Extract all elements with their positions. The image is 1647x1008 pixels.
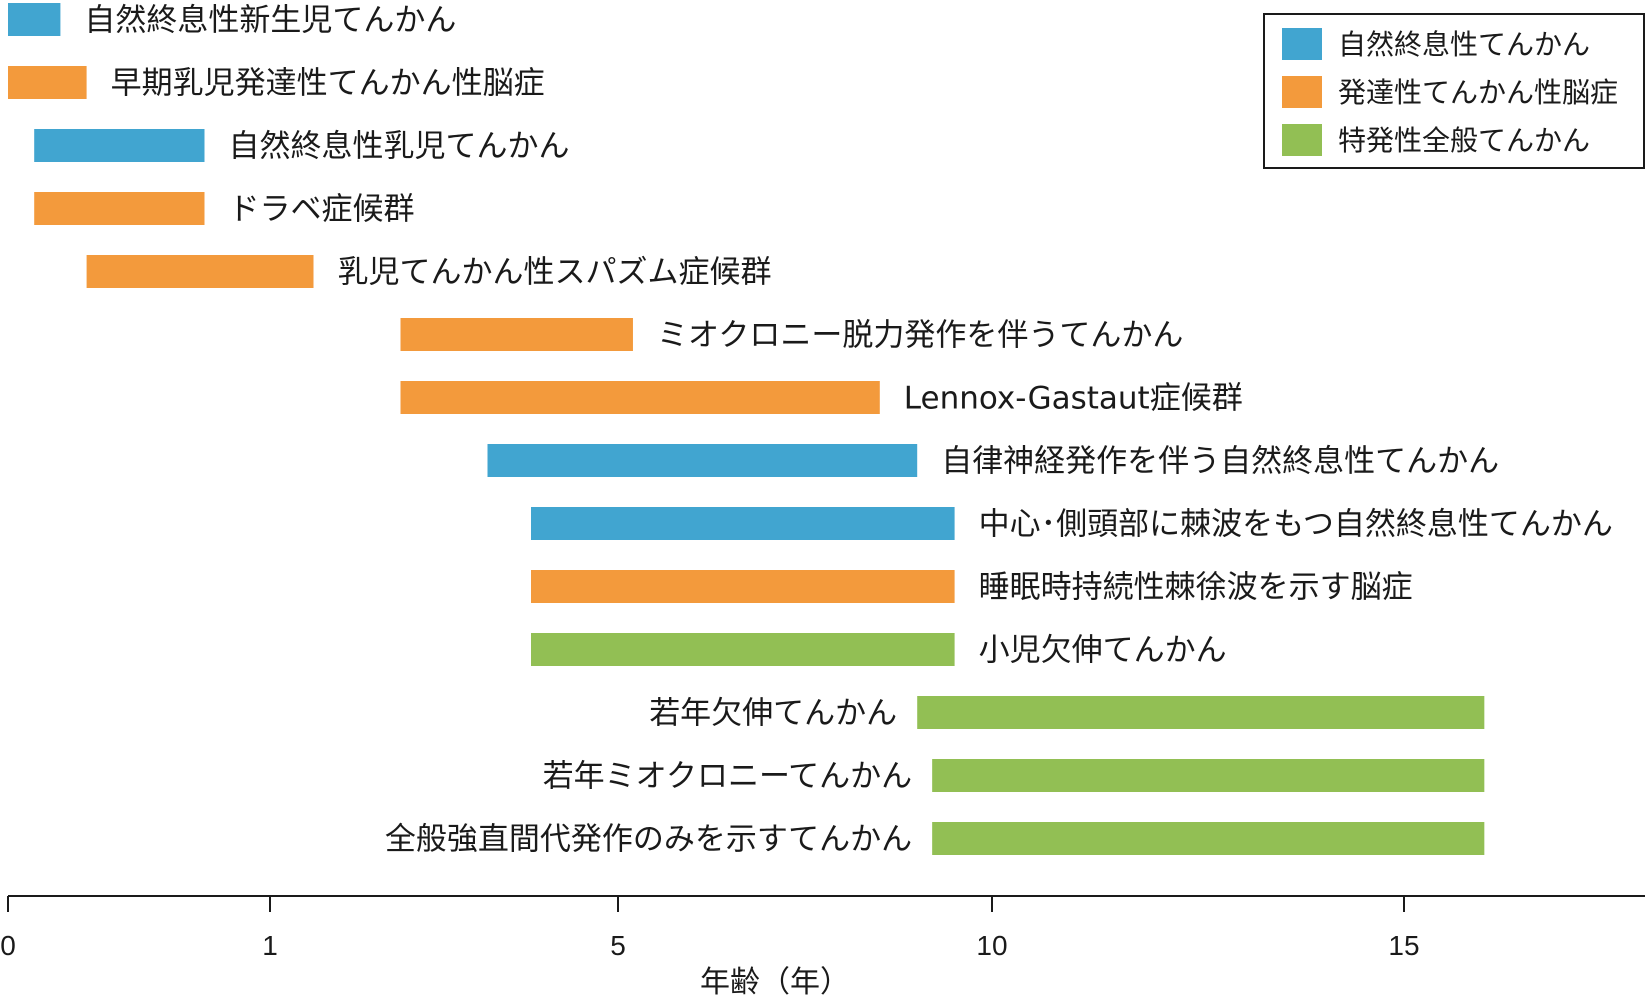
bar-label-5: ミオクロニー脱力発作を伴うてんかん [657, 318, 1183, 354]
bar-label-12: 若年ミオクロニーてんかん [543, 759, 913, 795]
legend-swatch-0 [1282, 28, 1322, 60]
bar-0 [8, 3, 61, 36]
bar-6 [400, 381, 880, 414]
bar-1 [8, 66, 87, 99]
legend-label-0: 自然終息性てんかん [1338, 28, 1590, 61]
x-axis-title: 年齢（年） [700, 965, 850, 1000]
bar-9 [531, 570, 955, 603]
bar-11 [917, 696, 1485, 729]
x-tick-label-3: 10 [976, 930, 1007, 961]
x-tick-label-0: 0 [0, 930, 16, 961]
bar-8 [531, 507, 955, 540]
bar-5 [400, 318, 633, 351]
x-axis: 0 1 5 10 15 年齢（年） [0, 895, 1645, 1000]
bar-12 [932, 759, 1485, 792]
bar-label-3: ドラベ症候群 [229, 192, 415, 228]
legend-box [1263, 13, 1645, 169]
bar-label-8: 中心･側頭部に棘波をもつ自然終息性てんかん [979, 507, 1613, 543]
bar-label-0: 自然終息性新生児てんかん [84, 3, 456, 39]
legend-label-2: 特発性全般てんかん [1338, 124, 1590, 157]
bar-label-9: 睡眠時持続性棘徐波を示す脳症 [979, 570, 1413, 606]
bar-7 [487, 444, 918, 477]
bar-3 [34, 192, 205, 225]
x-axis-ticks: 0 1 5 10 15 [0, 896, 1420, 961]
x-tick-label-4: 15 [1388, 930, 1419, 961]
legend-swatch-2 [1282, 124, 1322, 156]
bars-group: 自然終息性新生児てんかん早期乳児発達性てんかん性脳症自然終息性乳児てんかんドラベ… [8, 3, 1613, 858]
bar-4 [86, 255, 314, 288]
legend-label-1: 発達性てんかん性脳症 [1338, 76, 1618, 109]
bar-label-7: 自律神経発作を伴う自然終息性てんかん [941, 444, 1499, 480]
x-tick-label-2: 5 [610, 930, 626, 961]
legend-swatch-1 [1282, 76, 1322, 108]
bar-label-13: 全般強直間代発作のみを示すてんかん [385, 822, 912, 858]
bar-label-6: Lennox-Gastaut症候群 [904, 381, 1243, 417]
bar-label-11: 若年欠伸てんかん [649, 696, 897, 732]
bar-label-10: 小児欠伸てんかん [979, 633, 1227, 669]
bar-10 [531, 633, 955, 666]
x-tick-label-1: 1 [262, 930, 278, 961]
bar-13 [932, 822, 1485, 855]
bar-2 [34, 129, 205, 162]
bar-label-1: 早期乳児発達性てんかん性脳症 [111, 66, 545, 102]
bar-label-2: 自然終息性乳児てんかん [229, 129, 570, 165]
bar-label-4: 乳児てんかん性スパズム症候群 [338, 255, 772, 291]
